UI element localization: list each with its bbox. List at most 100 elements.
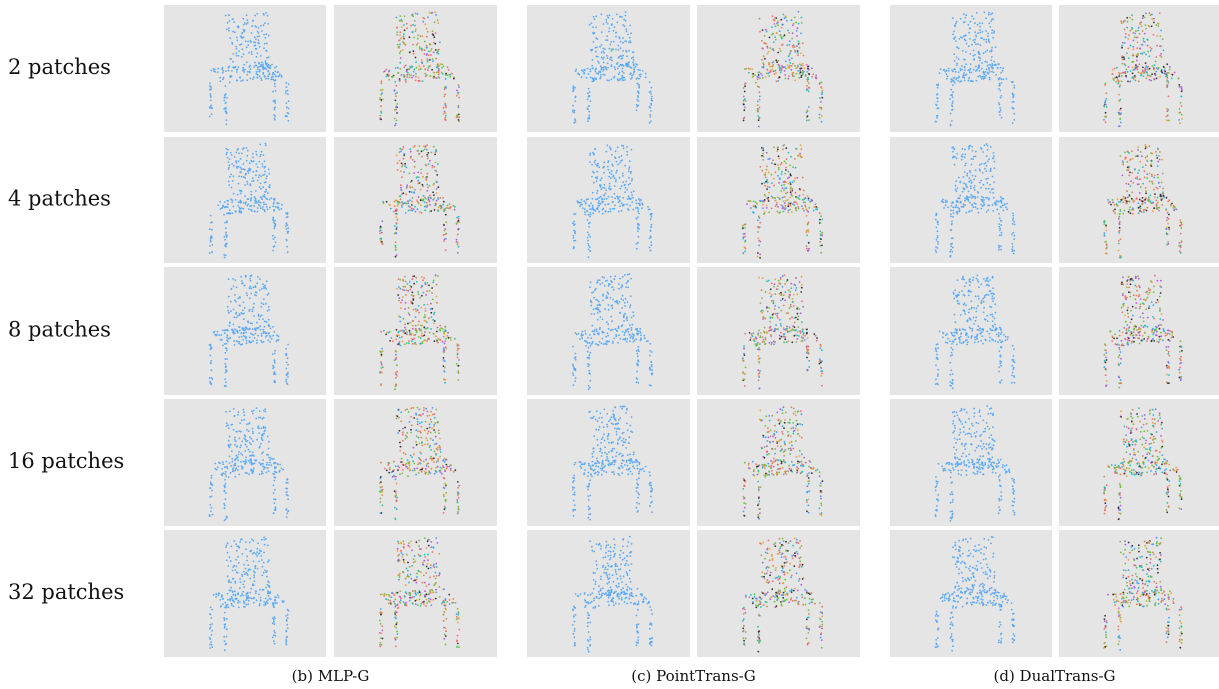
point <box>410 25 412 27</box>
point <box>980 37 982 39</box>
point <box>985 178 987 180</box>
point <box>250 280 252 282</box>
point <box>262 186 264 188</box>
point <box>410 301 412 303</box>
point <box>630 66 632 68</box>
point <box>749 68 751 70</box>
point <box>401 299 403 301</box>
point <box>412 299 414 301</box>
point <box>783 274 785 276</box>
point <box>935 246 937 248</box>
point <box>821 121 823 123</box>
point <box>574 223 576 225</box>
point <box>413 69 415 71</box>
point <box>1138 212 1140 214</box>
point <box>420 337 422 339</box>
point <box>411 191 413 193</box>
point <box>1151 65 1153 67</box>
point <box>211 113 213 115</box>
point <box>783 329 785 331</box>
point <box>1013 96 1015 98</box>
point <box>633 341 635 343</box>
point <box>239 305 241 307</box>
point <box>597 190 599 192</box>
point <box>264 22 266 24</box>
point <box>574 233 576 235</box>
point <box>936 213 938 215</box>
point <box>777 147 779 149</box>
point <box>226 152 228 154</box>
point <box>443 351 445 353</box>
point <box>936 237 938 239</box>
point <box>395 245 397 247</box>
point <box>820 252 822 254</box>
point <box>1152 210 1154 212</box>
panel <box>697 137 860 263</box>
point <box>608 196 610 198</box>
point <box>287 372 289 374</box>
point <box>771 174 773 176</box>
point <box>593 172 595 174</box>
point <box>1120 113 1122 115</box>
point <box>437 19 439 21</box>
point <box>424 320 426 322</box>
point <box>248 169 250 171</box>
point <box>991 32 993 34</box>
point <box>1148 26 1150 28</box>
point <box>952 33 954 35</box>
point <box>773 50 775 52</box>
point <box>977 192 979 194</box>
point <box>625 187 627 189</box>
point <box>435 162 437 164</box>
point <box>285 92 287 94</box>
point <box>414 145 416 147</box>
point <box>1121 47 1123 49</box>
point <box>626 55 628 57</box>
point <box>598 344 600 346</box>
point <box>582 331 584 333</box>
point <box>762 62 764 64</box>
point <box>394 125 396 127</box>
point <box>403 37 405 39</box>
panel <box>334 267 497 395</box>
point <box>751 68 753 70</box>
point <box>277 72 279 74</box>
point <box>618 288 620 290</box>
point <box>608 341 610 343</box>
point <box>454 209 456 211</box>
point <box>604 308 606 310</box>
point <box>231 42 233 44</box>
point <box>609 59 611 61</box>
point <box>575 332 577 334</box>
point <box>399 62 401 64</box>
point <box>1145 62 1147 64</box>
point <box>234 156 236 158</box>
point <box>265 303 267 305</box>
point <box>758 277 760 279</box>
point <box>395 357 397 359</box>
point <box>229 81 231 83</box>
point <box>281 204 283 206</box>
point <box>413 37 415 39</box>
point <box>1180 225 1182 227</box>
point <box>433 166 435 168</box>
point <box>250 191 252 193</box>
point <box>219 80 221 82</box>
point <box>1120 72 1122 74</box>
point <box>771 196 773 198</box>
point <box>795 287 797 289</box>
point <box>1179 108 1181 110</box>
point <box>780 72 782 74</box>
point <box>754 74 756 76</box>
point <box>276 206 278 208</box>
point <box>602 187 604 189</box>
point <box>1115 81 1117 83</box>
point <box>274 80 276 82</box>
point <box>1142 53 1144 55</box>
point <box>640 334 642 336</box>
point <box>996 200 998 202</box>
point <box>630 42 632 44</box>
point <box>1119 211 1121 213</box>
point <box>250 275 252 277</box>
point <box>744 236 746 238</box>
